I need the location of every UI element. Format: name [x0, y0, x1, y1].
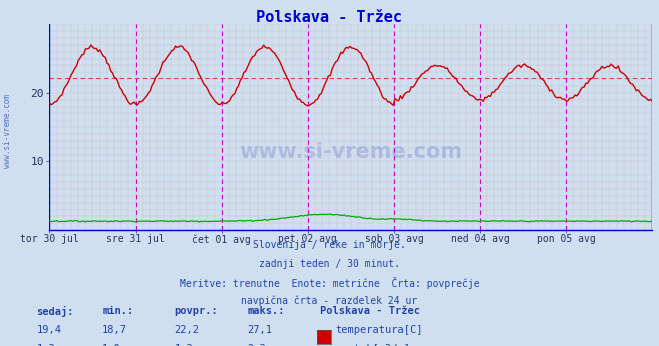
Text: Meritve: trenutne  Enote: metrične  Črta: povprečje: Meritve: trenutne Enote: metrične Črta: … — [180, 277, 479, 289]
Text: Polskava - Tržec: Polskava - Tržec — [320, 306, 420, 316]
Text: 2,3: 2,3 — [247, 344, 266, 346]
Text: www.si-vreme.com: www.si-vreme.com — [239, 142, 463, 162]
Text: 22,2: 22,2 — [175, 325, 200, 335]
Text: sedaj:: sedaj: — [36, 306, 74, 317]
Text: maks.:: maks.: — [247, 306, 285, 316]
Text: www.si-vreme.com: www.si-vreme.com — [3, 94, 13, 169]
Text: Polskava - Tržec: Polskava - Tržec — [256, 10, 403, 25]
Text: 27,1: 27,1 — [247, 325, 272, 335]
Text: 1,3: 1,3 — [175, 344, 193, 346]
Text: min.:: min.: — [102, 306, 133, 316]
Text: zadnji teden / 30 minut.: zadnji teden / 30 minut. — [259, 259, 400, 269]
Text: pretok[m3/s]: pretok[m3/s] — [335, 344, 411, 346]
Text: navpična črta - razdelek 24 ur: navpična črta - razdelek 24 ur — [241, 295, 418, 306]
Text: 1,3: 1,3 — [36, 344, 55, 346]
Text: temperatura[C]: temperatura[C] — [335, 325, 423, 335]
Text: 18,7: 18,7 — [102, 325, 127, 335]
Text: Slovenija / reke in morje.: Slovenija / reke in morje. — [253, 240, 406, 251]
Text: povpr.:: povpr.: — [175, 306, 218, 316]
Text: 19,4: 19,4 — [36, 325, 61, 335]
Text: 1,0: 1,0 — [102, 344, 121, 346]
